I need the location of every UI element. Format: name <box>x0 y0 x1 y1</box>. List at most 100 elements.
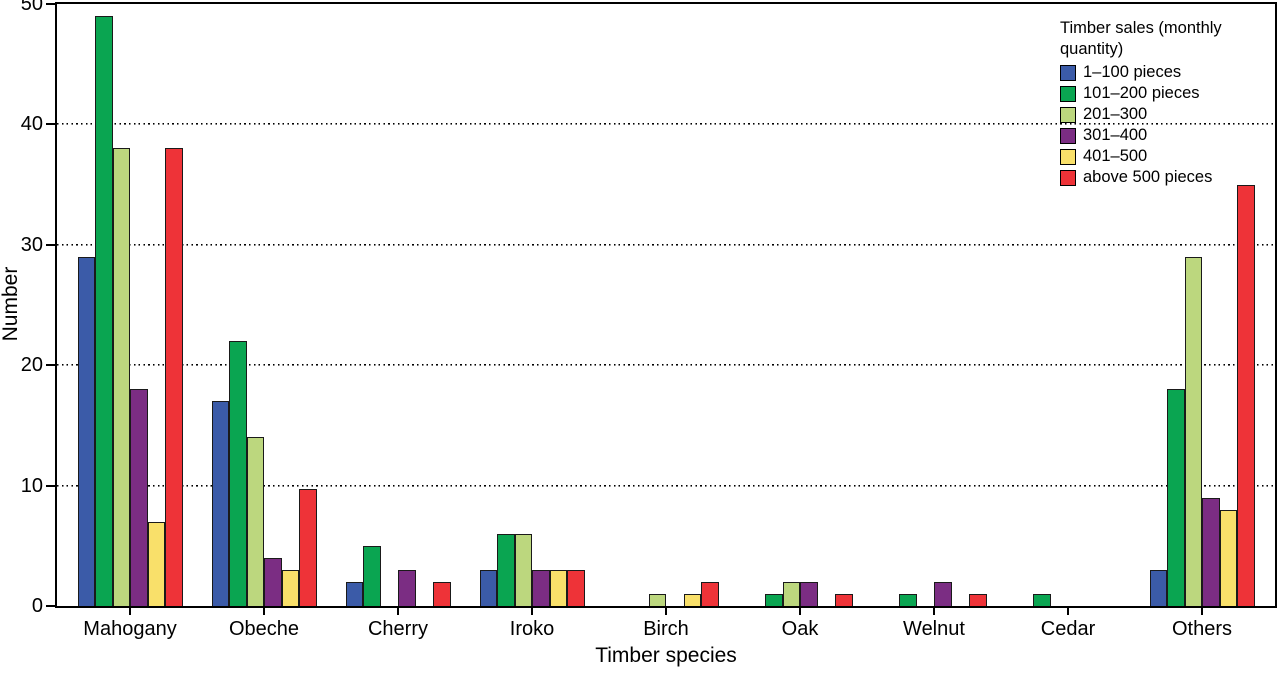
x-axis-cell: Cherry <box>331 608 465 640</box>
bar <box>112 148 130 606</box>
bar <box>433 581 451 606</box>
bar <box>211 401 229 606</box>
category-label-cherry: Cherry <box>367 618 428 640</box>
x-axis-cell: Cedar <box>1001 608 1135 640</box>
bar <box>345 581 363 606</box>
y-axis-tick-label: 30 <box>20 233 43 256</box>
x-axis-tick <box>129 608 131 615</box>
bar <box>479 569 497 606</box>
gridline-30 <box>57 243 1275 246</box>
bar <box>782 581 800 606</box>
bar-group-cedar <box>1001 4 1135 606</box>
category-label-mahogany: Mahogany <box>83 618 177 640</box>
bar <box>1237 184 1255 606</box>
bars-layer <box>57 4 1275 606</box>
y-axis-tick <box>46 123 55 126</box>
legend-swatch <box>1060 148 1076 165</box>
gridline-20 <box>57 364 1275 367</box>
x-axis-cell: Oak <box>733 608 867 640</box>
legend-item: 101–200 pieces <box>1060 83 1266 104</box>
bar <box>1167 389 1185 606</box>
legend-label: 1–100 pieces <box>1083 63 1182 81</box>
bar <box>165 148 183 606</box>
bar <box>765 593 783 606</box>
bar <box>130 389 148 606</box>
y-axis-tick <box>46 484 55 487</box>
bar <box>648 593 666 606</box>
legend-swatch <box>1060 64 1076 81</box>
x-axis-tick <box>1067 608 1069 615</box>
bar <box>683 593 701 606</box>
legend-item: above 500 pieces <box>1060 167 1266 188</box>
bar <box>1202 497 1220 606</box>
bar <box>77 256 95 606</box>
bar <box>800 581 818 606</box>
legend-label: 101–200 pieces <box>1083 84 1200 102</box>
x-axis-tick <box>531 608 533 615</box>
gridline-40 <box>57 123 1275 126</box>
legend-swatch <box>1060 85 1076 102</box>
y-axis-tick-label: 40 <box>20 113 43 136</box>
bar <box>514 533 532 606</box>
x-axis-tick <box>799 608 801 615</box>
bar <box>229 341 247 606</box>
bar <box>1219 509 1237 606</box>
bar <box>281 569 299 606</box>
legend-item: 301–400 <box>1060 125 1266 146</box>
category-label-obeche: Obeche <box>228 618 300 640</box>
legend-item: 201–300 <box>1060 104 1266 125</box>
category-label-welnut: Welnut <box>903 618 965 640</box>
y-axis-tick <box>46 364 55 367</box>
category-label-oak: Oak <box>781 618 819 640</box>
y-axis-tick <box>46 605 55 607</box>
bar-group-others <box>1135 4 1269 606</box>
bar <box>147 521 165 606</box>
legend-item: 1–100 pieces <box>1060 62 1266 83</box>
x-axis-cell: Mahogany <box>63 608 197 640</box>
legend-items: 1–100 pieces 101–200 pieces 201–300 301–400… <box>1060 62 1266 188</box>
bar-group-obeche <box>197 4 331 606</box>
bar <box>835 593 853 606</box>
legend-swatch <box>1060 127 1076 144</box>
legend-swatch <box>1060 169 1076 186</box>
x-axis-cell: Birch <box>599 608 733 640</box>
plot-area: Timber sales (monthly quantity) 1–100 pi… <box>55 2 1277 608</box>
bar-group-iroko <box>465 4 599 606</box>
legend: Timber sales (monthly quantity) 1–100 pi… <box>1060 18 1266 188</box>
legend-item: 401–500 <box>1060 146 1266 167</box>
x-axis-cell: Others <box>1135 608 1269 640</box>
legend-label: 301–400 <box>1083 126 1148 144</box>
y-axis-tick-label: 0 <box>31 595 43 617</box>
bar <box>701 581 719 606</box>
x-axis-cell: Welnut <box>867 608 1001 640</box>
x-axis-cell: Iroko <box>465 608 599 640</box>
bar <box>532 569 550 606</box>
x-axis-tick <box>933 608 935 615</box>
y-axis-tick <box>46 243 55 246</box>
bar-group-oak <box>733 4 867 606</box>
y-axis-tick-label: 50 <box>20 0 43 15</box>
category-label-cedar: Cedar <box>1040 618 1096 640</box>
legend-label: 201–300 <box>1083 105 1148 123</box>
bar <box>934 581 952 606</box>
bar-group-birch <box>599 4 733 606</box>
bar <box>1184 256 1202 606</box>
category-label-others: Others <box>1171 618 1233 640</box>
y-axis-tick-label: 10 <box>20 474 43 497</box>
x-axis-tick <box>263 608 265 615</box>
y-axis-tick <box>46 3 55 5</box>
bar <box>299 489 317 606</box>
x-axis: Mahogany Obeche Cherry Iroko Birch Oak Welnut C… <box>55 608 1277 640</box>
bar <box>264 557 282 606</box>
legend-swatch <box>1060 106 1076 123</box>
y-axis-tick-label: 20 <box>20 354 43 377</box>
bar <box>899 593 917 606</box>
gridline-10 <box>57 484 1275 487</box>
y-axis-title: Number <box>0 266 22 342</box>
x-axis-tick <box>665 608 667 615</box>
x-axis-cell: Obeche <box>197 608 331 640</box>
bar <box>567 569 585 606</box>
bar-group-mahogany <box>63 4 197 606</box>
bar <box>95 16 113 606</box>
x-axis-tick <box>1201 608 1203 615</box>
